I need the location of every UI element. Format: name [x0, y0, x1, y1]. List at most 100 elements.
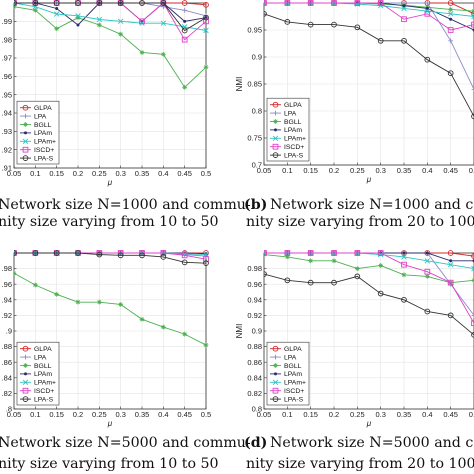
y-tick-label: 0.84	[247, 373, 262, 382]
series-line-bgll	[14, 272, 207, 346]
data-point	[203, 1, 209, 8]
data-point	[447, 312, 454, 319]
y-tick-label: 0.85	[247, 80, 262, 89]
data-point	[401, 296, 407, 303]
data-point	[354, 0, 361, 6]
x-tick-label: 0.5	[201, 169, 211, 178]
x-tick-label: 0.05	[7, 169, 22, 178]
y-axis-label: NMI	[235, 77, 244, 92]
data-point	[424, 10, 431, 17]
data-point	[471, 313, 474, 318]
data-point	[377, 290, 384, 297]
data-point	[55, 7, 59, 10]
y-tick-label: .98	[2, 35, 12, 44]
legend-marker	[272, 135, 279, 142]
data-point	[32, 7, 38, 13]
legend-marker	[273, 119, 278, 124]
data-point	[117, 0, 124, 6]
data-point	[53, 0, 60, 6]
legend-marker	[22, 155, 29, 161]
x-tick-label: 0.45	[177, 410, 192, 419]
data-point	[53, 11, 60, 17]
y-tick-label: .95	[2, 90, 12, 99]
x-tick-label: 0.4	[158, 169, 168, 178]
x-tick-label: 0.3	[115, 169, 125, 178]
caption-d-line2: nity size varying from 20 to 100	[246, 456, 474, 472]
data-point	[118, 302, 124, 307]
data-point	[183, 19, 187, 23]
y-tick-label: 0.9	[252, 327, 262, 336]
y-tick-label: 0.94	[247, 295, 262, 304]
data-point	[447, 0, 454, 6]
data-point	[182, 84, 188, 90]
data-point	[354, 266, 360, 271]
legend-label: LPA	[34, 354, 47, 361]
data-point	[54, 291, 60, 297]
data-point	[307, 279, 314, 286]
data-point	[354, 273, 361, 280]
series-line-lpa-s	[14, 2, 207, 32]
data-point	[264, 250, 267, 256]
data-point	[402, 4, 406, 8]
data-point	[331, 0, 337, 6]
y-tick-label: 0.92	[247, 311, 262, 320]
x-axis-label: μ	[107, 178, 113, 187]
x-tick-label: 0.5	[469, 166, 474, 175]
data-point	[203, 64, 209, 70]
legend-label: BGLL	[284, 363, 302, 370]
legend-marker	[272, 143, 279, 150]
data-point	[160, 250, 167, 256]
x-tick-label: 0.15	[49, 410, 64, 419]
legend-label: LPA-S	[34, 155, 54, 162]
data-point	[402, 251, 406, 255]
x-tick-label: 0.05	[257, 166, 272, 175]
series-group	[264, 250, 474, 338]
x-tick-label: 0.1	[30, 410, 40, 419]
y-tick-label: 0.8	[252, 405, 262, 414]
data-point	[471, 320, 474, 327]
legend-marker	[272, 387, 279, 394]
data-point	[139, 316, 145, 322]
data-point	[181, 36, 188, 43]
legend-marker	[23, 354, 28, 360]
data-point	[377, 37, 384, 44]
data-point	[471, 265, 474, 272]
x-tick-label: 0.15	[303, 166, 318, 175]
series-line-lpam-plus	[264, 2, 474, 17]
data-point	[203, 260, 209, 266]
legend-marker	[274, 128, 277, 132]
caption-d-tag: (d)	[244, 435, 267, 451]
chart-panel-3: 0.05 0.1 0.15 0.2 0.25 0.3 0.35 0.4 0.45 0.5 .8 .82…	[2, 250, 211, 428]
data-point	[471, 10, 474, 17]
y-tick-label: 0.82	[247, 389, 262, 398]
x-axis-label: μ	[366, 175, 372, 184]
data-point	[447, 70, 454, 77]
legend-label: BGLL	[34, 122, 52, 129]
data-point	[307, 250, 314, 256]
y-tick-label: 0.88	[247, 342, 262, 351]
data-point	[53, 250, 60, 256]
caption-d-line1: Network size N=5000 and commu-	[270, 435, 474, 451]
data-point	[377, 0, 384, 6]
data-point	[75, 15, 81, 21]
data-point	[308, 258, 314, 264]
data-point	[401, 261, 407, 268]
x-axis-label: μ	[366, 419, 372, 428]
y-tick-label: .96	[2, 72, 12, 81]
y-tick-label: .86	[2, 358, 12, 367]
caption-c-line1: Network size N=5000 and commu-	[0, 435, 251, 451]
chart-panel-1: 0.05 0.1 0.15 0.2 0.25 0.3 0.35 0.4 0.45 0.5 .91 .9…	[2, 0, 211, 187]
x-tick-label: 0.25	[350, 410, 365, 419]
series-group	[14, 0, 209, 90]
data-point	[96, 16, 103, 23]
legend-label: ISCD+	[284, 388, 304, 395]
legend-marker	[22, 396, 29, 402]
data-point	[424, 56, 431, 63]
legend-label: ISCD+	[34, 147, 54, 154]
legend-label: BGLL	[284, 119, 302, 126]
data-point	[447, 250, 454, 256]
legend-marker	[272, 379, 279, 386]
